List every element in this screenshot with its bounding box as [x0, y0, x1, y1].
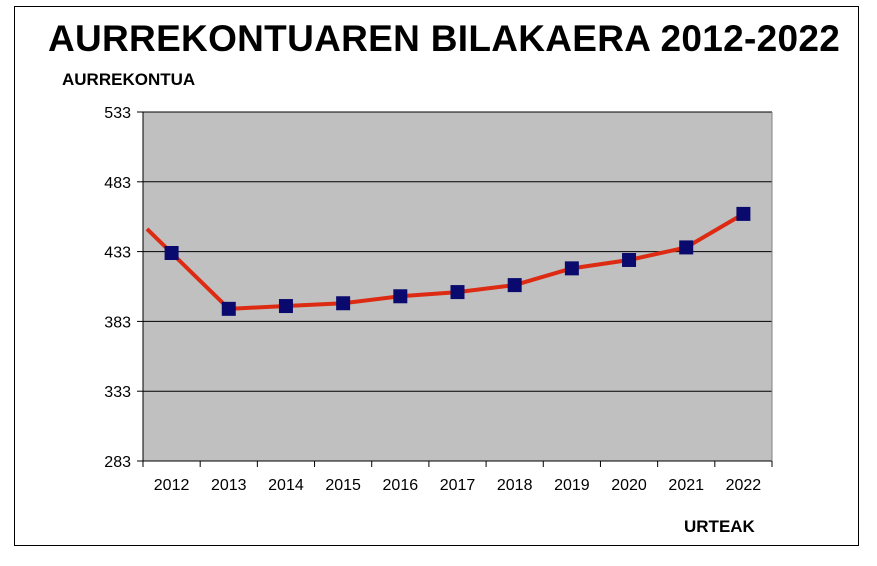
data-markers [164, 206, 751, 316]
x-tick-labels: 2012 2013 2014 2015 2016 2017 2018 2019 2020 2021… [154, 477, 762, 494]
y-tick-483: 483 [104, 175, 131, 192]
series-polyline [145, 212, 745, 311]
y-tick-433: 433 [104, 245, 131, 262]
data-point-2015 [336, 296, 351, 311]
y-tick-533: 533 [104, 105, 131, 122]
data-point-2012 [164, 245, 179, 260]
axes [142, 112, 773, 467]
x-tick-2013: 2013 [211, 477, 247, 494]
data-point-2014 [278, 299, 293, 314]
data-point-2021 [679, 240, 694, 255]
x-tick-2017: 2017 [440, 477, 476, 494]
x-tick-2015: 2015 [325, 477, 361, 494]
series-line [145, 212, 745, 311]
x-tick-2019: 2019 [554, 477, 590, 494]
y-axis-label: AURREKONTUA [62, 70, 196, 89]
chart-title: AURREKONTUAREN BILAKAERA 2012-2022 [48, 18, 841, 59]
y-tick-283: 283 [104, 454, 131, 471]
data-point-2018 [507, 278, 522, 293]
y-tick-383: 383 [104, 314, 131, 331]
data-point-2022 [736, 206, 751, 221]
y-tick-labels: 283 333 383 433 483 533 [104, 105, 131, 471]
data-point-2020 [622, 252, 637, 267]
data-point-2017 [450, 285, 465, 300]
x-tick-2018: 2018 [497, 477, 533, 494]
y-tick-333: 333 [104, 384, 131, 401]
x-tick-2014: 2014 [268, 477, 304, 494]
data-point-2019 [564, 261, 579, 276]
x-tick-2020: 2020 [611, 477, 647, 494]
x-tick-2016: 2016 [383, 477, 419, 494]
x-tick-2022: 2022 [726, 477, 762, 494]
data-point-2013 [221, 301, 236, 316]
x-tick-2021: 2021 [668, 477, 704, 494]
data-point-2016 [393, 289, 408, 304]
x-axis-label: URTEAK [684, 517, 755, 536]
x-tick-2012: 2012 [154, 477, 190, 494]
